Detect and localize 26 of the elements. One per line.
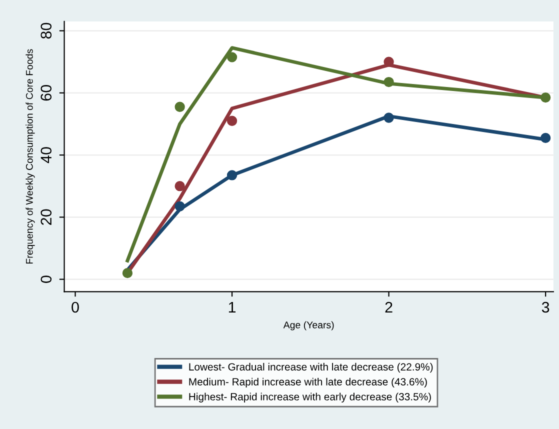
- point: [540, 132, 551, 144]
- y-axis-title: Frequency of Weekly Consumption of Core Foods: [26, 49, 35, 264]
- point: [226, 52, 238, 62]
- point: [174, 181, 185, 192]
- point: [226, 170, 238, 180]
- legend-label: Highest- Rapid increase with early decrease (33.5%): [189, 392, 431, 402]
- x-tick-label: 2: [385, 302, 392, 313]
- x-axis-title: Age (Years): [283, 321, 334, 330]
- point: [384, 56, 394, 67]
- y-tick-label: 0: [40, 276, 52, 283]
- y-tick-label: 20: [40, 209, 52, 225]
- x-tick-label: 3: [542, 302, 550, 313]
- legend-label: Lowest- Gradual increase with late decrease (22.9%): [189, 362, 433, 373]
- point: [174, 102, 185, 112]
- point: [540, 92, 551, 103]
- point: [384, 112, 394, 123]
- x-tick-label: 1: [228, 302, 236, 313]
- point: [122, 268, 133, 278]
- point: [174, 201, 185, 212]
- x-tick-label: 0: [72, 302, 79, 313]
- y-tick-label: 80: [40, 22, 52, 39]
- y-tick-label: 40: [40, 147, 52, 164]
- point: [384, 76, 394, 88]
- point: [226, 116, 238, 126]
- y-tick-label: 60: [40, 85, 52, 101]
- legend-label: Medium- Rapid increase with late decrease (43.6%): [189, 378, 427, 388]
